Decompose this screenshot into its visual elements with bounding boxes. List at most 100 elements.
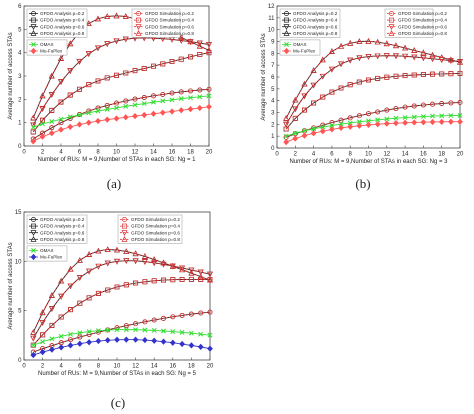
data-point xyxy=(178,96,184,102)
data-point xyxy=(188,88,193,94)
data-point xyxy=(58,277,65,284)
data-point xyxy=(123,323,129,329)
y-tick-label: 12 xyxy=(268,4,275,10)
x-tick-label: 18 xyxy=(188,364,195,370)
legend-marker xyxy=(135,24,142,30)
data-point xyxy=(68,337,73,343)
x-tick-label: 4 xyxy=(60,364,64,370)
data-point xyxy=(30,124,36,130)
legend-entry: GFDO Simulation p=0.8 xyxy=(398,31,447,36)
legend-marker xyxy=(30,253,37,261)
x-tick-label: 10 xyxy=(113,150,120,156)
data-point xyxy=(196,40,203,47)
x-tick-label: 0 xyxy=(275,152,279,158)
data-point xyxy=(430,101,435,107)
data-point xyxy=(429,56,436,63)
legend-marker xyxy=(283,24,290,30)
series-line xyxy=(32,249,211,333)
data-point xyxy=(402,73,408,79)
legend-entry: GFDO Simulation p=0.6 xyxy=(398,24,447,29)
data-point xyxy=(86,295,92,301)
data-point xyxy=(49,346,55,353)
data-point xyxy=(58,55,64,61)
legend-entry: GFDO Simulation p=0.4 xyxy=(398,18,447,23)
legend-marker xyxy=(31,17,36,23)
x-tick-label: 18 xyxy=(187,150,194,156)
data-point xyxy=(178,56,184,62)
data-point xyxy=(178,107,185,114)
data-point xyxy=(375,75,381,81)
data-point xyxy=(411,103,417,109)
data-point xyxy=(85,119,92,126)
x-tick-label: 6 xyxy=(330,152,334,158)
data-point xyxy=(77,334,83,340)
data-point xyxy=(207,271,213,278)
x-tick-label: 2 xyxy=(41,150,45,156)
legend-entry: Mu-FuPlex xyxy=(40,255,63,260)
x-tick-label: 20 xyxy=(207,364,214,370)
data-point xyxy=(58,333,64,339)
data-point xyxy=(206,47,212,53)
data-point xyxy=(197,343,204,350)
legend-entry: GFDO Analysis p=0.6 xyxy=(40,24,85,29)
data-point xyxy=(188,276,194,282)
data-point xyxy=(67,114,73,120)
data-point xyxy=(113,38,120,45)
series-line xyxy=(33,329,211,346)
series-gfdo-simulation-p-0-6 xyxy=(30,258,213,342)
chart-panel-c: 0 2 4 6 8 10 12 14 16 18 20 0 5 10 15 Number of RUs: M … xyxy=(8,210,214,377)
data-point xyxy=(49,107,55,113)
data-point xyxy=(132,258,139,265)
data-point xyxy=(114,100,119,106)
data-point xyxy=(58,126,64,133)
x-axis-label: Number of RUs: M = 9,Number of STAs in e… xyxy=(290,159,449,165)
legend-entry: GFDO Simulation p=0.6 xyxy=(145,24,194,29)
legend-entry: GFDO Analysis p=0.4 xyxy=(40,18,85,23)
data-point xyxy=(133,327,139,333)
x-tick-label: 16 xyxy=(169,364,176,370)
data-point xyxy=(151,93,156,99)
data-point xyxy=(439,71,445,77)
data-point xyxy=(411,119,418,126)
legend-entry: GFDO Simulation p=0.2 xyxy=(145,11,194,16)
data-point xyxy=(329,120,335,126)
legend-entry: GFDO Simulation p=0.6 xyxy=(131,230,180,235)
series-omax xyxy=(30,327,213,348)
data-point xyxy=(95,290,101,296)
data-point xyxy=(48,72,55,79)
data-point xyxy=(86,251,93,257)
data-point xyxy=(76,121,83,128)
x-axis-label: Number of RUs: M = 9,Number of STAs in e… xyxy=(38,157,197,163)
y-tick-label: 15 xyxy=(15,210,22,216)
x-tick-label: 2 xyxy=(294,152,298,158)
legend-entry: GFDO Simulation p=0.8 xyxy=(145,31,194,36)
legend-marker xyxy=(136,17,141,23)
data-point xyxy=(161,277,166,283)
data-point xyxy=(67,265,74,272)
y-tick-label: 0 xyxy=(18,358,22,364)
data-point xyxy=(114,284,120,290)
legend-marker xyxy=(136,11,141,16)
data-point xyxy=(170,277,176,283)
data-point xyxy=(384,74,390,80)
data-point xyxy=(30,351,37,359)
data-point xyxy=(104,102,110,108)
data-point xyxy=(338,117,344,123)
data-point xyxy=(188,342,195,349)
data-point xyxy=(292,106,299,113)
legend-entry: OMAX xyxy=(40,42,54,47)
data-point xyxy=(207,345,213,352)
data-point xyxy=(76,275,83,281)
data-point xyxy=(375,109,381,115)
data-point xyxy=(301,128,307,134)
x-tick-label: 10 xyxy=(365,152,372,158)
legend-entry: GFDO Simulation p=0.2 xyxy=(398,11,447,16)
data-point xyxy=(95,263,102,270)
data-point xyxy=(320,94,326,100)
data-point xyxy=(448,113,454,119)
data-point xyxy=(188,95,193,101)
legend-entry: GFDO Analysis p=0.4 xyxy=(293,18,338,23)
data-point xyxy=(347,82,353,88)
